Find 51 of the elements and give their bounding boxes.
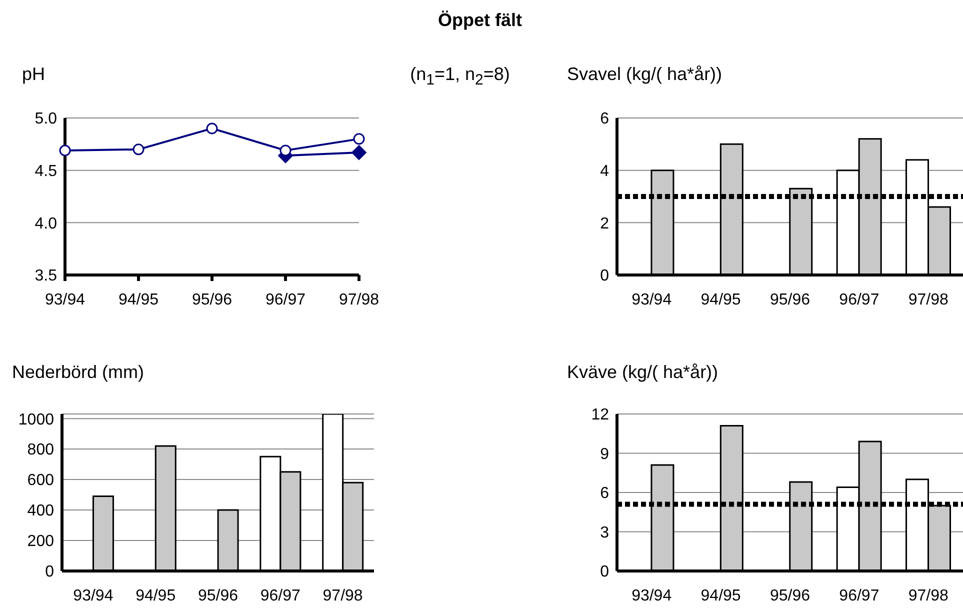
point — [59, 144, 71, 156]
y-tick-label: 200 — [27, 533, 54, 550]
y-tick-label: 400 — [27, 502, 54, 520]
y-tick-label: 3.5 — [34, 268, 58, 285]
x-tick-label: 96/97 — [839, 587, 880, 604]
x-tick-label: 93/94 — [44, 291, 86, 308]
y-tick-label: 9 — [600, 446, 610, 463]
y-axis-title: Svavel (kg/( ha*år)) — [567, 64, 722, 85]
y-tick-label: 4.0 — [34, 215, 58, 232]
y-tick-label: 0 — [600, 268, 610, 285]
y-tick-label: 1000 — [18, 411, 54, 428]
x-tick-label: 97/98 — [338, 291, 380, 308]
point — [280, 144, 292, 156]
x-tick-label: 95/96 — [192, 291, 232, 308]
y-tick-label: 6 — [600, 485, 610, 502]
text: (n$_{1}$=1, n$_{2}$=8) — [409, 64, 511, 89]
y-tick-label: 6 — [600, 110, 610, 128]
point — [206, 122, 218, 134]
x-tick-label: 93/94 — [632, 587, 672, 604]
x-tick-label: 96/97 — [265, 291, 306, 308]
point — [132, 144, 144, 156]
x-tick-label: 96/97 — [839, 291, 880, 308]
y-axis-title: Nederbörd (mm) — [12, 362, 144, 383]
x-tick-label: 96/97 — [260, 587, 301, 604]
x-tick-label: 93/94 — [632, 291, 672, 308]
x-tick-label: 97/98 — [908, 291, 949, 308]
point — [353, 133, 365, 145]
y-tick-label: 2 — [600, 215, 610, 232]
y-tick-label: 0 — [600, 564, 610, 581]
y-tick-label: 4.5 — [34, 163, 58, 180]
y-tick-label: 800 — [27, 442, 54, 459]
y-tick-label: 0 — [45, 564, 54, 581]
x-tick-label: 94/95 — [118, 291, 159, 308]
y-tick-label: 3 — [600, 524, 610, 542]
x-tick-label: 94/95 — [700, 291, 741, 308]
x-tick-label: 94/95 — [136, 587, 176, 604]
x-tick-label: 97/98 — [322, 587, 363, 604]
x-tick-label: 95/96 — [770, 587, 810, 604]
y-axis-title: Kväve (kg/( ha*år)) — [567, 362, 718, 383]
y-tick-label: 600 — [27, 472, 54, 490]
x-tick-label: 97/98 — [908, 587, 949, 604]
point — [352, 145, 366, 160]
x-tick-label: 95/96 — [198, 587, 238, 604]
x-tick-label: 93/94 — [73, 587, 114, 604]
x-tick-label: 95/96 — [770, 291, 810, 308]
y-axis-title: pH — [22, 64, 46, 85]
text: Öppet fält — [437, 10, 523, 31]
x-tick-label: 94/95 — [700, 587, 741, 604]
y-tick-label: 12 — [591, 406, 610, 424]
y-tick-label: 5.0 — [34, 110, 58, 128]
y-tick-label: 4 — [600, 163, 610, 180]
